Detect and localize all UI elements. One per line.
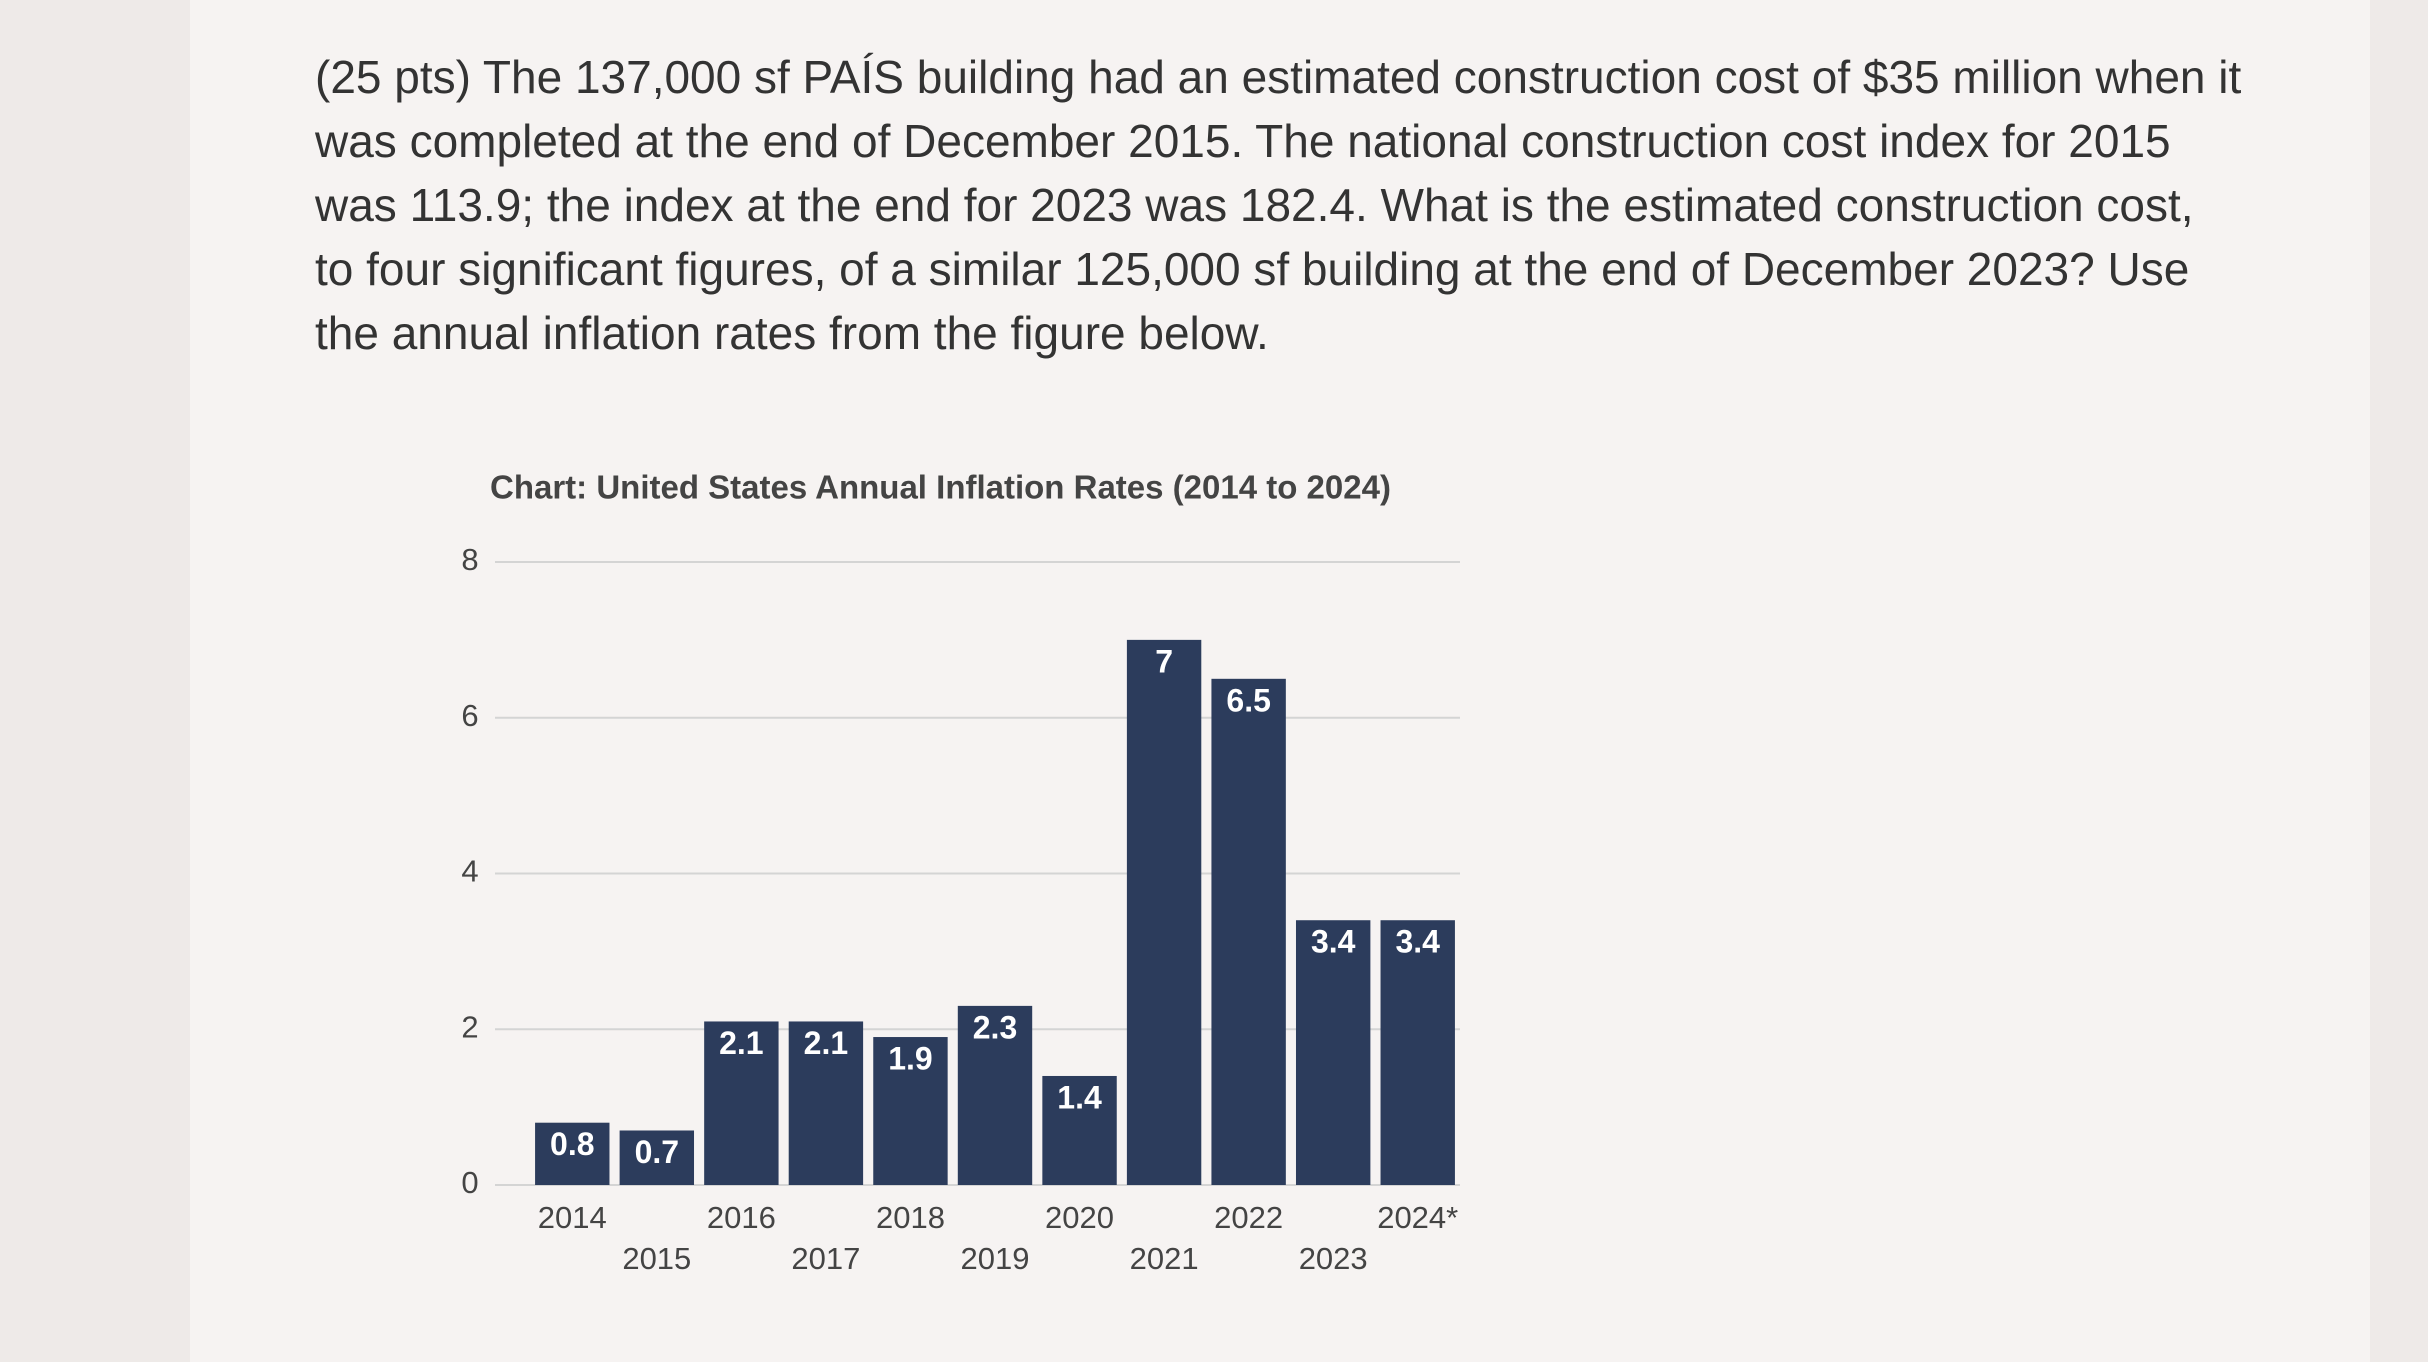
value-label: 1.4 bbox=[1057, 1079, 1102, 1115]
x-tick-label: 2014 bbox=[538, 1200, 607, 1235]
y-tick-label: 0 bbox=[461, 1165, 478, 1200]
x-tick-label: 2021 bbox=[1130, 1241, 1199, 1276]
bar bbox=[788, 1021, 864, 1185]
bar bbox=[535, 1122, 610, 1185]
x-tick-label: 2017 bbox=[791, 1241, 860, 1276]
value-label: 6.5 bbox=[1226, 682, 1270, 718]
value-label: 3.4 bbox=[1395, 924, 1440, 960]
value-label: 2.1 bbox=[719, 1025, 763, 1061]
value-label: 0.7 bbox=[635, 1134, 679, 1170]
value-label: 0.8 bbox=[550, 1126, 594, 1162]
x-tick-label: 2022 bbox=[1214, 1200, 1283, 1235]
value-label: 2.3 bbox=[973, 1009, 1017, 1045]
y-tick-label: 2 bbox=[461, 1009, 478, 1044]
question-line: the annual inflation rates from the figu… bbox=[315, 307, 1269, 359]
question-line: was 113.9; the index at the end for 2023… bbox=[315, 179, 2194, 231]
x-tick-label: 2018 bbox=[876, 1200, 945, 1235]
x-tick-label: 2020 bbox=[1045, 1200, 1114, 1235]
bar bbox=[619, 1130, 695, 1185]
question-line: to four significant figures, of a simila… bbox=[315, 243, 2190, 295]
chart-title: Chart: United States Annual Inflation Ra… bbox=[490, 469, 1391, 506]
bar bbox=[1295, 920, 1371, 1185]
x-tick-label: 2019 bbox=[961, 1241, 1030, 1276]
value-label: 1.9 bbox=[888, 1040, 932, 1076]
x-tick-label: 2023 bbox=[1299, 1241, 1368, 1276]
bar bbox=[873, 1037, 948, 1185]
x-tick-label: 2016 bbox=[707, 1200, 776, 1235]
bar bbox=[704, 1021, 779, 1185]
bar bbox=[1126, 639, 1202, 1185]
bar bbox=[1042, 1075, 1117, 1185]
value-label: 2.1 bbox=[804, 1025, 848, 1061]
question-line: was completed at the end of December 201… bbox=[315, 115, 2171, 167]
y-tick-label: 4 bbox=[461, 854, 478, 889]
value-label: 3.4 bbox=[1311, 924, 1356, 960]
x-tick-label: 2024* bbox=[1377, 1200, 1458, 1235]
y-tick-label: 8 bbox=[461, 542, 478, 577]
question-line: (25 pts) The 137,000 sf PAÍS building ha… bbox=[315, 51, 2242, 103]
question: (25 pts) The 137,000 sf PAÍS building ha… bbox=[315, 45, 2241, 365]
y-tick-label: 6 bbox=[461, 698, 478, 733]
bar bbox=[1211, 678, 1286, 1185]
bar bbox=[957, 1005, 1033, 1185]
x-tick-label: 2015 bbox=[622, 1241, 691, 1276]
bar bbox=[1380, 920, 1455, 1185]
value-label: 7 bbox=[1155, 643, 1173, 679]
